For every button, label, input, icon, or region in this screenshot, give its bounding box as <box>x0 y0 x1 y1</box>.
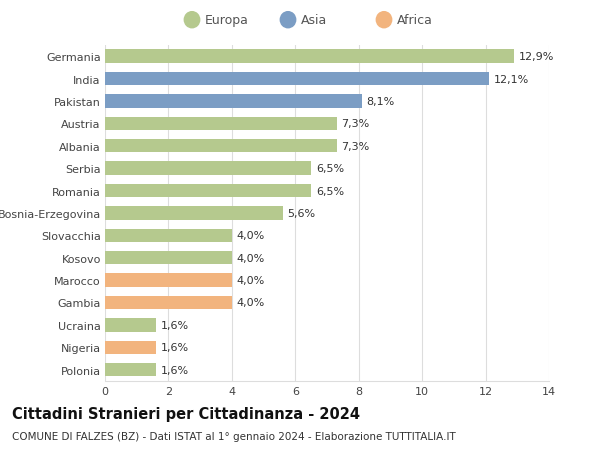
Bar <box>105 140 337 153</box>
Text: 1,6%: 1,6% <box>161 365 188 375</box>
Bar <box>105 363 156 376</box>
Bar <box>105 207 283 220</box>
Text: 4,0%: 4,0% <box>236 253 265 263</box>
Bar <box>105 252 232 265</box>
Text: 4,0%: 4,0% <box>236 275 265 285</box>
Text: 7,3%: 7,3% <box>341 119 370 129</box>
Text: Cittadini Stranieri per Cittadinanza - 2024: Cittadini Stranieri per Cittadinanza - 2… <box>12 406 360 421</box>
Text: 6,5%: 6,5% <box>316 164 344 174</box>
Text: Africa: Africa <box>397 14 433 27</box>
Text: 8,1%: 8,1% <box>367 97 395 107</box>
Text: 7,3%: 7,3% <box>341 141 370 151</box>
Text: COMUNE DI FALZES (BZ) - Dati ISTAT al 1° gennaio 2024 - Elaborazione TUTTITALIA.: COMUNE DI FALZES (BZ) - Dati ISTAT al 1°… <box>12 431 456 442</box>
Bar <box>105 162 311 175</box>
Bar <box>105 95 362 108</box>
Text: 6,5%: 6,5% <box>316 186 344 196</box>
Bar <box>105 296 232 309</box>
Text: 4,0%: 4,0% <box>236 298 265 308</box>
Text: 1,6%: 1,6% <box>161 342 188 353</box>
Text: 1,6%: 1,6% <box>161 320 188 330</box>
Text: Asia: Asia <box>301 14 328 27</box>
Bar <box>105 229 232 242</box>
Text: 5,6%: 5,6% <box>287 208 316 218</box>
Text: Europa: Europa <box>205 14 249 27</box>
Bar <box>105 118 337 131</box>
Bar <box>105 274 232 287</box>
Text: 12,9%: 12,9% <box>519 52 554 62</box>
Text: 4,0%: 4,0% <box>236 231 265 241</box>
Bar <box>105 185 311 198</box>
Bar <box>105 319 156 332</box>
Bar <box>105 50 514 64</box>
Bar <box>105 73 489 86</box>
Text: 12,1%: 12,1% <box>493 74 529 84</box>
Bar <box>105 341 156 354</box>
